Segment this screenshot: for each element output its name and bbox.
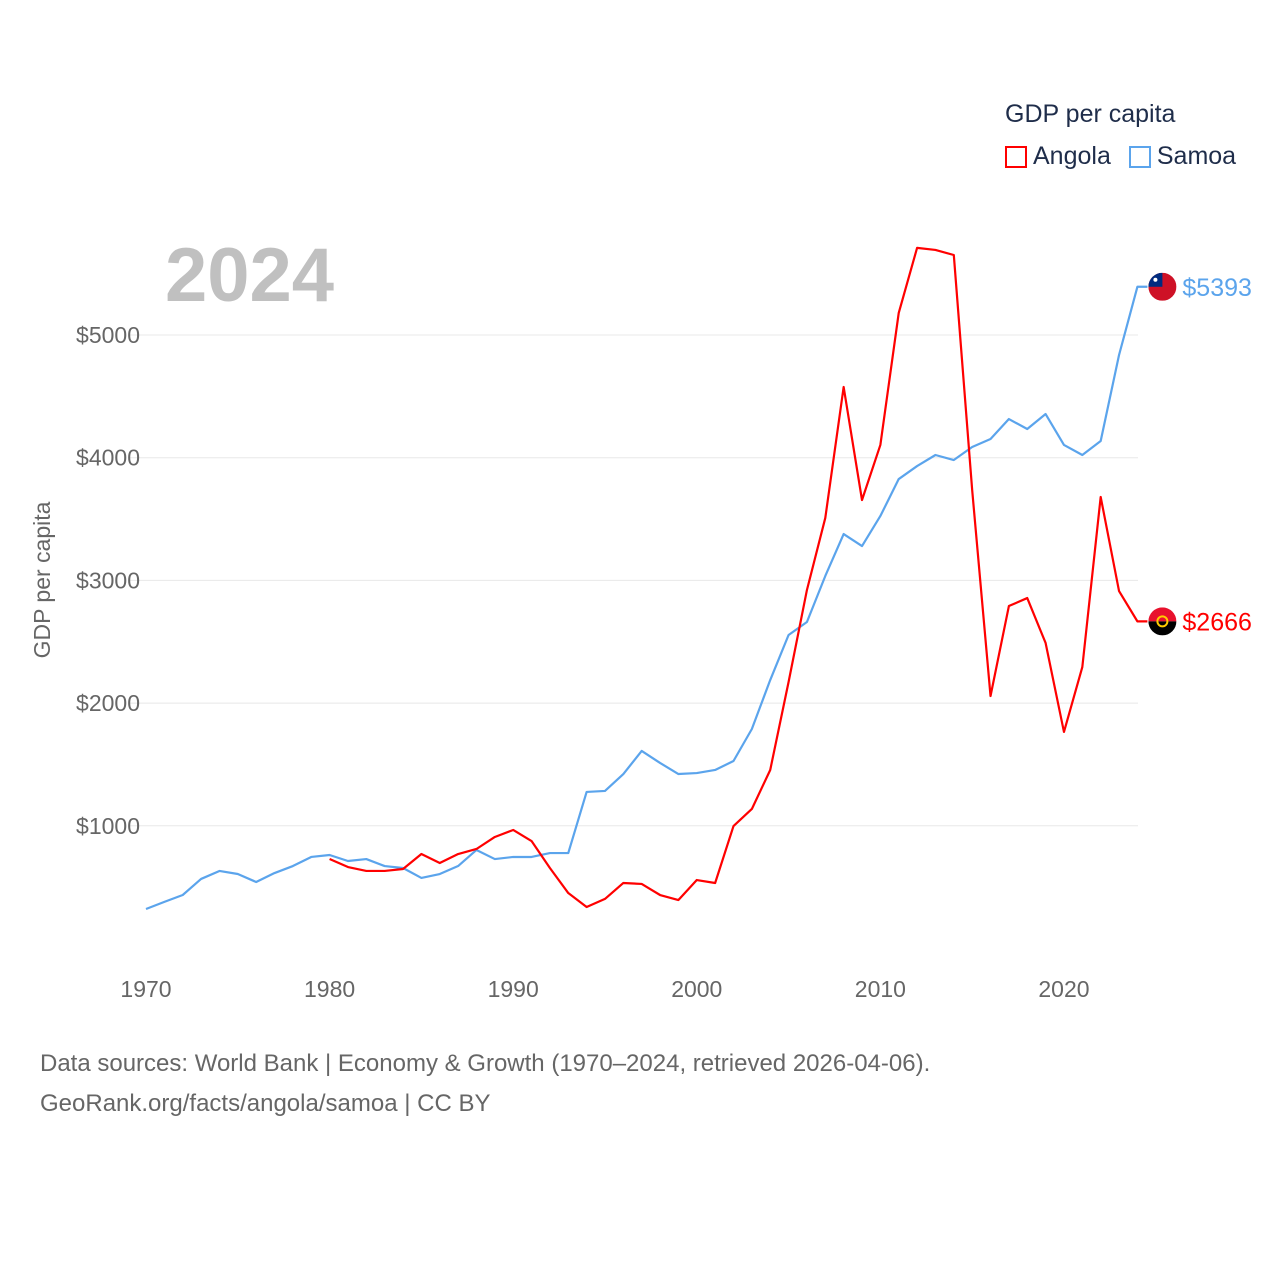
data-source-text: Data sources: World Bank | Economy & Gro… xyxy=(40,1050,931,1077)
x-tick-label: 1990 xyxy=(488,976,539,1002)
footer: Data sources: World Bank | Economy & Gro… xyxy=(40,1044,930,1124)
series-line-angola xyxy=(329,246,1148,909)
end-value-label-angola: $2666 xyxy=(1182,608,1252,636)
samoa-flag-icon xyxy=(1148,272,1177,301)
legend-label-angola: Angola xyxy=(1033,142,1111,170)
angola-flag-icon xyxy=(1148,607,1177,636)
legend: Angola Samoa xyxy=(1005,142,1236,171)
y-tick-label: $3000 xyxy=(76,567,140,593)
y-tick-label: $2000 xyxy=(76,690,140,716)
legend-swatch-angola xyxy=(1005,145,1027,168)
year-label: 2024 xyxy=(165,233,335,318)
legend-item-angola[interactable]: Angola xyxy=(1005,142,1111,171)
attribution-link[interactable]: GeoRank.org/facts/angola/samoa | CC BY xyxy=(40,1090,491,1117)
x-tick-label: 1970 xyxy=(120,976,171,1002)
x-tick-label: 2000 xyxy=(671,976,722,1002)
x-tick-label: 2010 xyxy=(855,976,906,1002)
legend-title: GDP per capita xyxy=(1005,100,1176,128)
y-tick-label: $1000 xyxy=(76,813,140,839)
legend-item-samoa[interactable]: Samoa xyxy=(1128,142,1237,171)
x-tick-label: 1980 xyxy=(304,976,355,1002)
y-tick-label: $4000 xyxy=(76,445,140,471)
y-axis-label: GDP per capita xyxy=(29,501,55,658)
series-line-samoa xyxy=(145,285,1148,911)
y-tick-label: $5000 xyxy=(76,322,140,348)
end-value-label-samoa: $5393 xyxy=(1182,274,1252,302)
legend-swatch-samoa xyxy=(1128,145,1151,168)
x-tick-label: 2020 xyxy=(1038,976,1089,1002)
legend-label-samoa: Samoa xyxy=(1156,142,1237,170)
